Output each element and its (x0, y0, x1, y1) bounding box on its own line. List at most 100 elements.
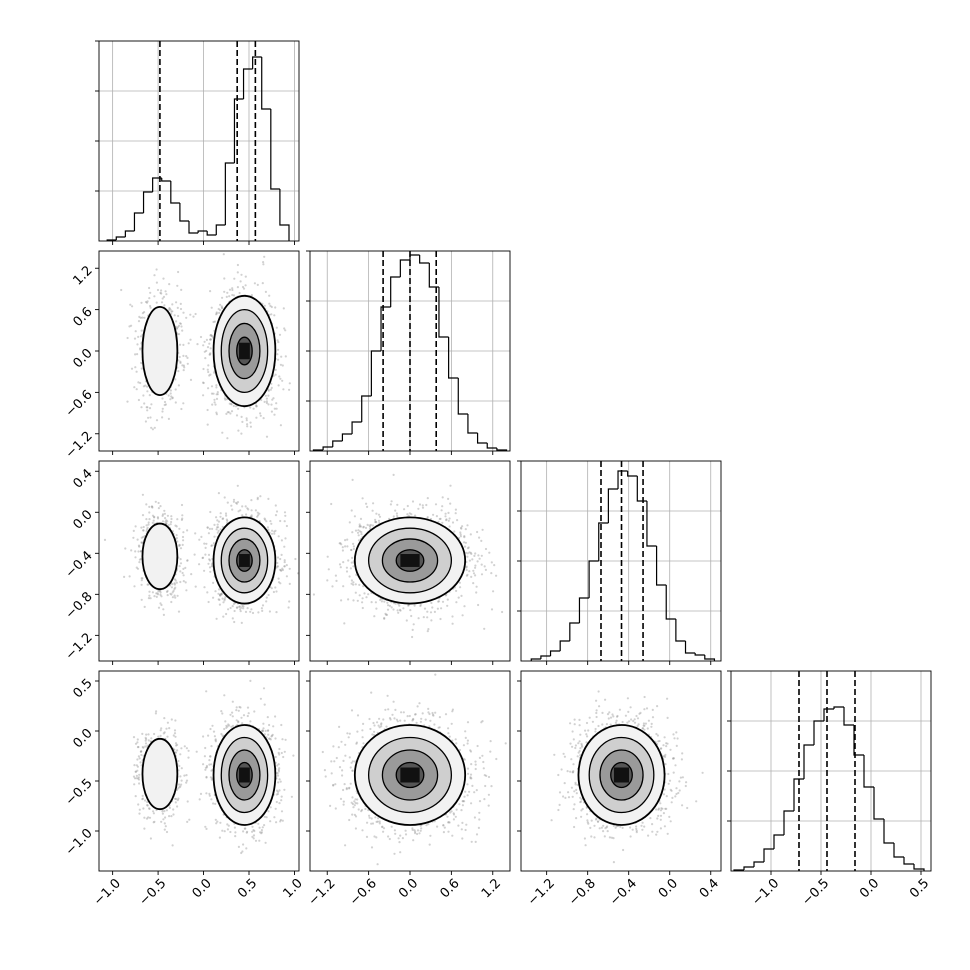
scatter-point (267, 593, 270, 597)
histogram-bin-2-5 (578, 597, 590, 623)
scatter-point (245, 831, 248, 834)
scatter-point (186, 800, 189, 803)
scatter-point (214, 739, 217, 742)
scatter-point (264, 518, 267, 521)
scatter-point (214, 740, 217, 743)
scatter-point (163, 304, 166, 307)
pair-panel-p0-p2 (95, 460, 300, 665)
scatter-point (277, 384, 280, 387)
scatter-point (140, 301, 143, 304)
histogram-bin-2-9 (617, 470, 628, 489)
scatter-point (265, 816, 268, 819)
scatter-point (212, 581, 215, 585)
scatter-point (246, 830, 249, 833)
histogram-bin-3-12 (853, 725, 864, 756)
scatter-point (250, 608, 253, 611)
scatter-point (177, 783, 181, 786)
scatter-point (217, 592, 220, 595)
scatter-point (267, 528, 270, 532)
scatter-point (237, 429, 240, 432)
histogram-bin-0-12 (215, 224, 226, 235)
histogram-bin-0-18 (270, 109, 280, 190)
scatter-point (281, 379, 284, 382)
contour-0-1-3 (236, 336, 253, 366)
scatter-point (165, 522, 168, 525)
scatter-point (161, 513, 165, 516)
scatter-point (132, 529, 135, 533)
scatter-point (155, 592, 158, 595)
scatter-point (171, 397, 174, 400)
scatter-point (159, 734, 162, 738)
scatter-point (235, 719, 238, 722)
scatter-point (177, 370, 180, 373)
scatter-point (161, 416, 164, 419)
scatter-point (208, 566, 212, 569)
scatter-point (201, 556, 204, 560)
scatter-point (222, 517, 225, 520)
scatter-point (156, 592, 159, 595)
scatter-point (138, 558, 141, 561)
scatter-point (153, 426, 156, 429)
scatter-point (149, 291, 152, 294)
scatter-point (279, 818, 282, 822)
scatter-point (231, 293, 234, 297)
scatter-point (260, 607, 263, 610)
scatter-point (168, 283, 171, 286)
scatter-point (202, 763, 205, 766)
scatter-point (251, 835, 254, 839)
scatter-point (283, 565, 286, 568)
scatter-point (153, 515, 156, 519)
scatter-point (175, 301, 178, 304)
scatter-point (204, 553, 207, 556)
scatter-point (283, 511, 287, 514)
scatter-point (161, 407, 164, 410)
scatter-point (134, 550, 137, 553)
scatter-point (273, 816, 276, 819)
scatter-point (217, 598, 220, 601)
scatter-point (227, 608, 230, 611)
scatter-point (283, 545, 286, 548)
scatter-point (245, 847, 248, 850)
scatter-point (220, 593, 223, 596)
scatter-point (243, 827, 246, 830)
scatter-point (262, 687, 266, 690)
scatter-point (179, 558, 182, 561)
histogram-bin-2-18 (704, 655, 716, 661)
scatter-point (232, 500, 235, 503)
scatter-point (215, 311, 218, 314)
scatter-point (222, 253, 225, 256)
scatter-point (220, 305, 223, 308)
scatter-point (217, 529, 220, 533)
scatter-point (269, 820, 272, 823)
scatter-point (136, 567, 140, 570)
scatter-point (259, 414, 262, 417)
scatter-point (145, 524, 148, 527)
scatter-point (210, 565, 213, 568)
scatter-point (185, 774, 188, 777)
scatter-point (155, 710, 158, 713)
scatter-point (206, 368, 209, 371)
scatter-point (266, 526, 269, 529)
scatter-point (255, 416, 258, 419)
scatter-point (288, 582, 291, 586)
histogram-bin-3-5 (783, 810, 794, 835)
scatter-point (251, 825, 254, 828)
scatter-point (260, 730, 264, 733)
scatter-point (180, 503, 184, 507)
scatter-point (169, 392, 172, 395)
scatter-point (139, 381, 142, 385)
scatter-point (138, 757, 141, 760)
scatter-point (279, 582, 282, 585)
histogram-bin-0-15 (242, 68, 253, 99)
scatter-point (154, 712, 157, 715)
scatter-point (140, 753, 143, 757)
scatter-point (159, 593, 162, 597)
scatter-point (232, 498, 236, 501)
scatter-point (204, 357, 207, 360)
scatter-point (276, 353, 279, 356)
scatter-point (172, 589, 175, 593)
scatter-point (157, 606, 161, 609)
scatter-point (160, 289, 163, 292)
scatter-point (221, 296, 224, 299)
scatter-point (136, 765, 139, 768)
